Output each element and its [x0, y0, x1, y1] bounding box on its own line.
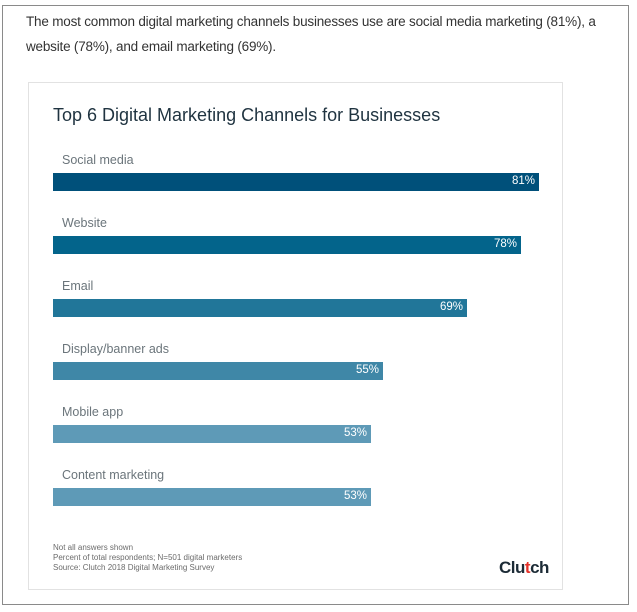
- category-label: Display/banner ads: [62, 342, 170, 356]
- chart-source: Source: Clutch 2018 Digital Marketing Su…: [53, 563, 215, 572]
- value-label: 78%: [493, 238, 517, 250]
- bar: 78%: [53, 236, 521, 254]
- chart-note: Not all answers shown: [53, 543, 134, 552]
- chart-title: Top 6 Digital Marketing Channels for Bus…: [53, 105, 441, 125]
- bar: 69%: [53, 299, 467, 317]
- value-label: 53%: [343, 427, 367, 439]
- value-label: 81%: [511, 175, 535, 187]
- bar: 53%: [53, 425, 371, 443]
- value-label: 55%: [355, 364, 379, 376]
- category-label: Website: [62, 216, 107, 230]
- clutch-logo: Clutch: [499, 558, 549, 577]
- category-label: Content marketing: [62, 468, 165, 482]
- category-label: Social media: [62, 153, 134, 167]
- frame-border: [628, 5, 629, 605]
- intro-paragraph: The most common digital marketing channe…: [26, 14, 596, 54]
- content-frame: [2, 5, 629, 605]
- bar: 55%: [53, 362, 383, 380]
- chart-note: Percent of total respondents; N=501 digi…: [53, 553, 243, 562]
- bar: 81%: [53, 173, 539, 191]
- value-label: 69%: [439, 301, 463, 313]
- bar: 53%: [53, 488, 371, 506]
- category-label: Email: [62, 279, 94, 293]
- category-label: Mobile app: [62, 405, 124, 419]
- value-label: 53%: [343, 490, 367, 502]
